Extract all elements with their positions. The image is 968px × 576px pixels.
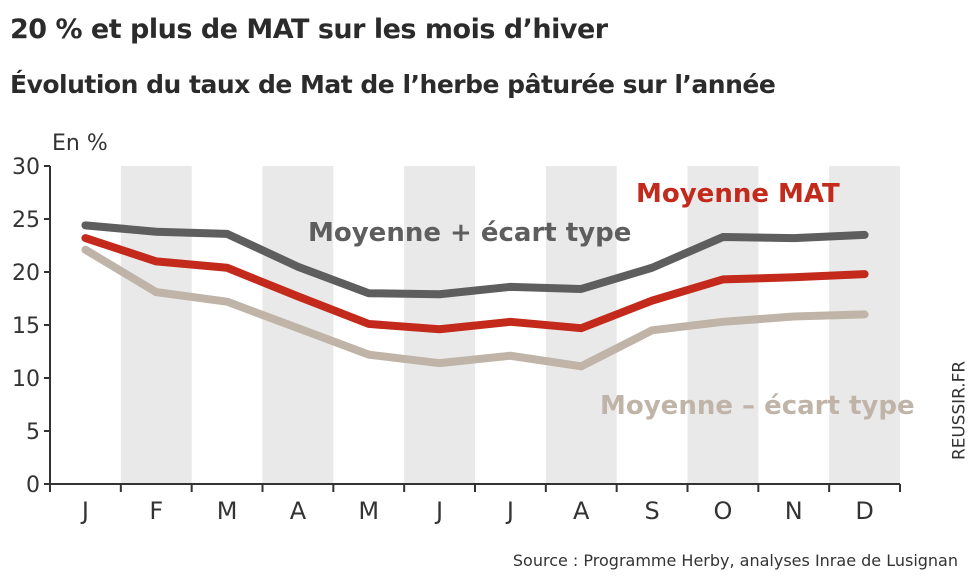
x-tick-label: A [573, 497, 590, 525]
source-note: Source : Programme Herby, analyses Inrae… [512, 551, 958, 570]
month-band [829, 166, 900, 484]
credit-text: REUSSIR.FR [949, 361, 968, 460]
y-tick-label: 30 [12, 155, 40, 180]
x-tick-label: F [149, 497, 163, 525]
month-band [120, 166, 192, 484]
x-tick-label: M [217, 497, 238, 525]
x-tick-label: D [855, 497, 873, 525]
chart-title: 20 % et plus de MAT sur les mois d’hiver [10, 14, 608, 45]
x-tick-label: J [505, 497, 514, 525]
x-tick-label: J [80, 497, 89, 525]
y-tick-label: 0 [26, 473, 40, 498]
y-axis: 0 5 10 15 20 25 30 [12, 155, 51, 498]
series-line-plus [81, 221, 869, 299]
legend-label-minus: Moyenne – écart type [600, 391, 915, 421]
series-lines [81, 221, 869, 371]
x-tick-label: N [785, 497, 803, 525]
x-tick-label: A [290, 497, 307, 525]
y-axis-label: En % [52, 131, 108, 156]
y-tick-label: 10 [12, 367, 40, 392]
svg-text:REUSSIR.FR: REUSSIR.FR [949, 361, 968, 460]
x-tick-label: O [713, 497, 732, 525]
x-tick-label: J [434, 497, 443, 525]
y-tick-label: 20 [12, 261, 40, 286]
legend-label-plus: Moyenne + écart type [308, 218, 631, 248]
chart-subtitle: Évolution du taux de Mat de l’herbe pâtu… [10, 70, 776, 99]
legend-label-moyenne: Moyenne MAT [636, 179, 840, 209]
series-line-minus [81, 245, 869, 371]
y-tick-label: 25 [12, 208, 40, 233]
x-tick-label: S [644, 497, 659, 525]
y-tick-label: 15 [12, 314, 40, 339]
series-line-moyenne [81, 234, 869, 334]
y-tick-label: 5 [26, 420, 40, 445]
x-tick-label: M [358, 497, 379, 525]
